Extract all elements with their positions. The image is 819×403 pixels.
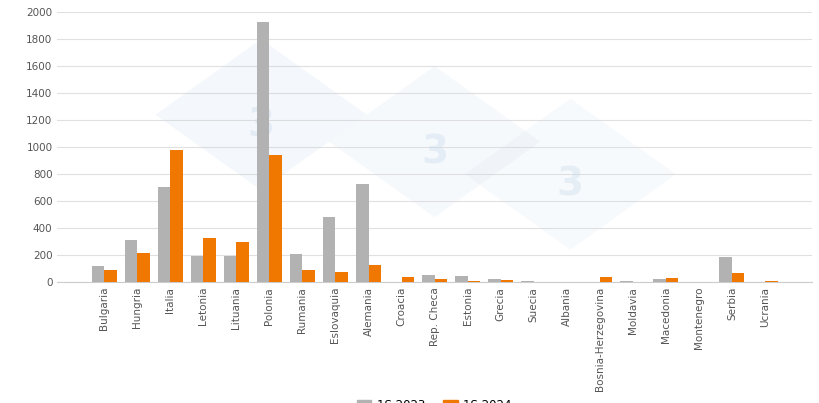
Bar: [170, 150, 183, 282]
Bar: [434, 279, 446, 282]
Bar: [731, 273, 744, 282]
Legend: 1S 2023, 1S 2024: 1S 2023, 1S 2024: [352, 394, 516, 403]
Bar: [157, 187, 170, 282]
Bar: [92, 266, 104, 282]
Bar: [224, 256, 236, 282]
Bar: [104, 270, 116, 282]
Bar: [124, 239, 137, 282]
Bar: [323, 217, 335, 282]
Bar: [467, 281, 480, 282]
Bar: [455, 276, 467, 282]
Bar: [521, 281, 533, 282]
Bar: [256, 21, 269, 282]
Bar: [653, 279, 665, 282]
Bar: [335, 272, 347, 282]
Bar: [487, 279, 500, 282]
Bar: [422, 275, 434, 282]
Bar: [137, 253, 150, 282]
Bar: [500, 280, 513, 282]
Bar: [665, 278, 677, 282]
Bar: [764, 281, 776, 282]
Bar: [401, 277, 414, 282]
Text: 3: 3: [420, 133, 448, 172]
Polygon shape: [328, 66, 540, 217]
Polygon shape: [464, 98, 675, 250]
Polygon shape: [156, 39, 366, 190]
Bar: [368, 265, 381, 282]
Text: 3: 3: [247, 106, 274, 145]
Bar: [191, 256, 203, 282]
Bar: [203, 237, 215, 282]
Bar: [718, 257, 731, 282]
Bar: [269, 155, 282, 282]
Bar: [599, 277, 612, 282]
Text: 3: 3: [556, 166, 583, 204]
Bar: [355, 183, 368, 282]
Bar: [236, 242, 249, 282]
Bar: [302, 270, 314, 282]
Bar: [290, 254, 302, 282]
Bar: [619, 281, 632, 282]
